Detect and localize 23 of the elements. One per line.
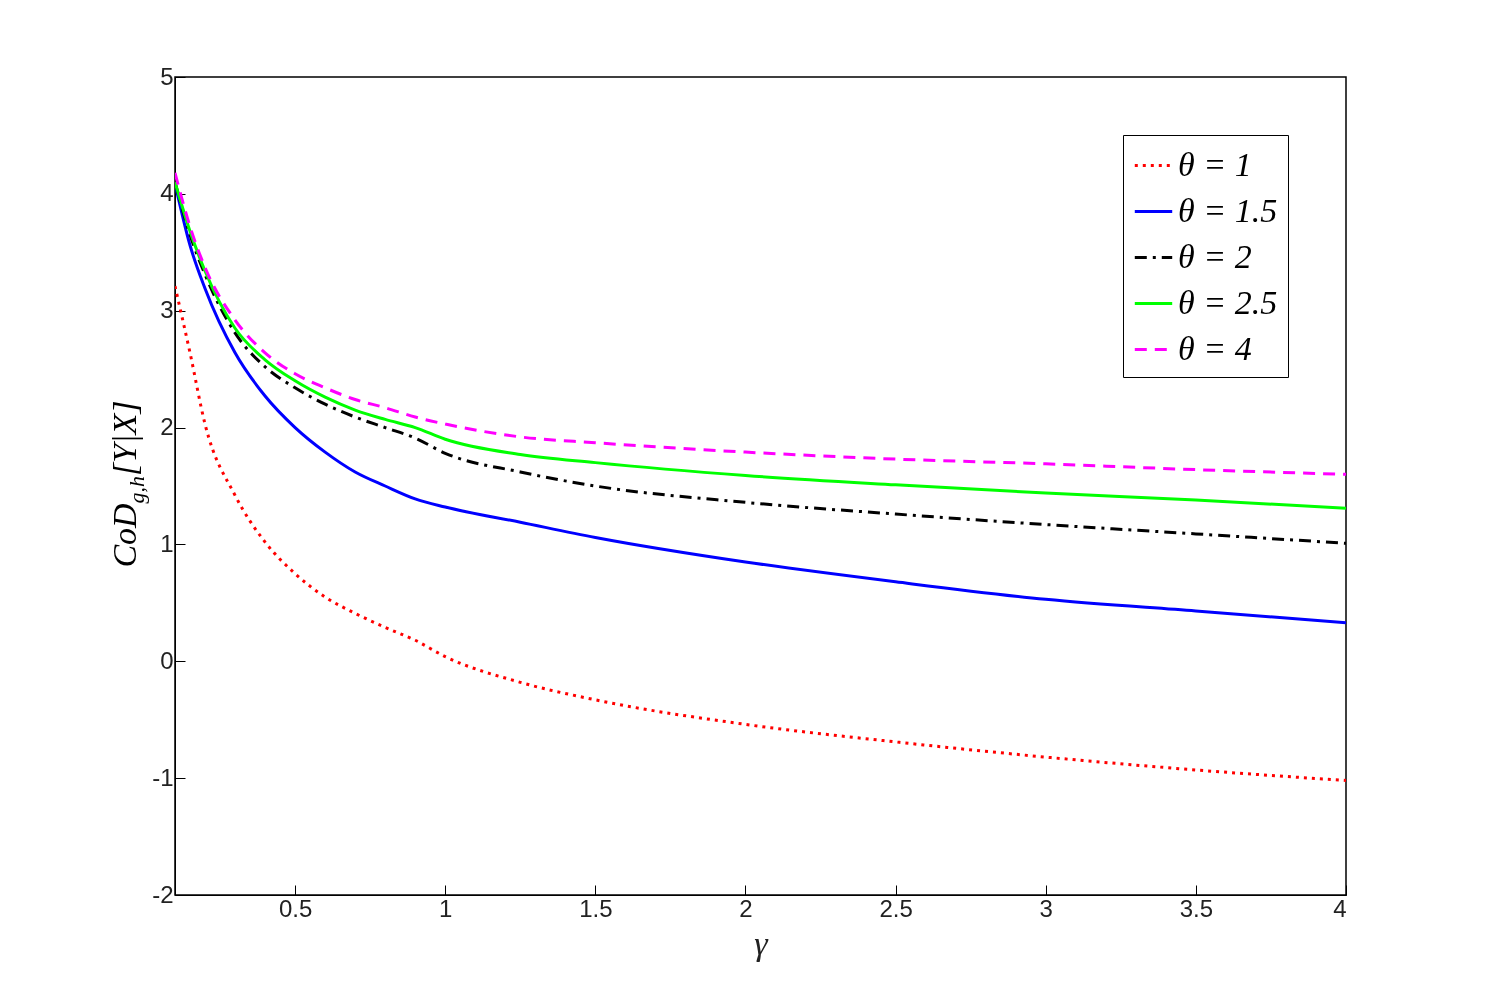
y-tick-label: 2 — [160, 413, 174, 441]
legend-label: θ = 4 — [1178, 329, 1252, 367]
y-tick-label: -2 — [152, 880, 174, 908]
legend-label: θ = 2.5 — [1178, 283, 1278, 321]
y-tick-label: 4 — [160, 179, 174, 207]
line-series — [175, 284, 1346, 782]
y-tick-label: 5 — [160, 62, 174, 90]
y-tick-label: 3 — [160, 296, 174, 324]
x-tick-label: 2 — [739, 894, 753, 922]
legend-label: θ = 2 — [1178, 237, 1252, 275]
legend-label: θ = 1.5 — [1178, 191, 1278, 229]
x-tick-label: 3.5 — [1179, 894, 1214, 922]
x-tick-label: 1.5 — [579, 894, 613, 922]
x-tick-label: 1 — [439, 894, 453, 922]
y-tick-label: -1 — [152, 763, 174, 791]
x-tick-label: 3 — [1039, 894, 1053, 922]
x-tick-label: 2.5 — [879, 894, 913, 922]
x-tick-label: 0.5 — [278, 894, 313, 922]
x-tick-label: 4 — [1333, 894, 1347, 922]
y-tick-label: 0 — [160, 646, 174, 674]
x-axis-title: γ — [754, 924, 770, 962]
y-tick-label: 1 — [160, 529, 174, 557]
legend-label: θ = 1 — [1178, 145, 1252, 183]
